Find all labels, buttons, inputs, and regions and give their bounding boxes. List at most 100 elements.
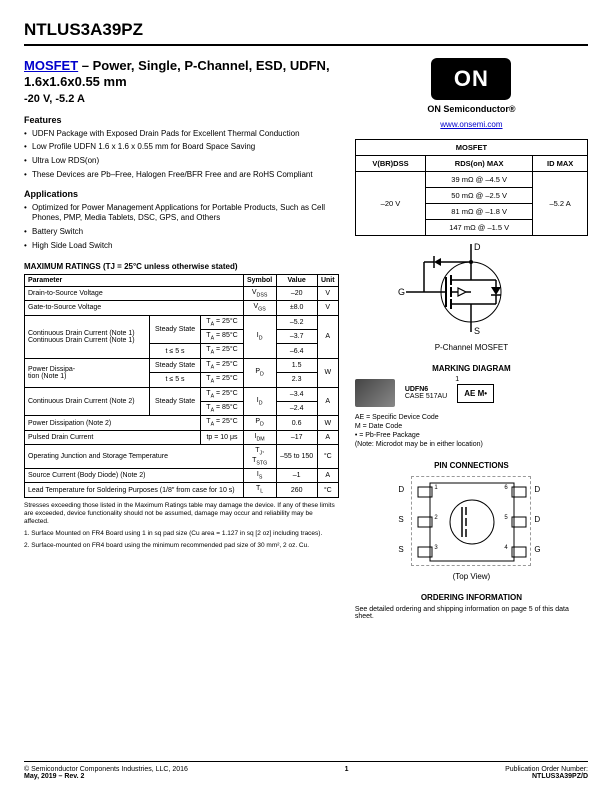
table-cell: Continuous Drain Current (Note 1)Continu…	[25, 315, 150, 358]
mosfet-schematic-icon: G D S	[396, 242, 546, 337]
table-cell: –20 V	[355, 172, 425, 236]
ordering-title: ORDERING INFORMATION	[355, 593, 588, 602]
features-header: Features	[24, 115, 339, 125]
left-column: MOSFET – Power, Single, P-Channel, ESD, …	[24, 58, 339, 620]
mosfet-header: ID MAX	[533, 156, 588, 172]
table-cell: A	[317, 387, 338, 416]
table-cell: TA = 25°C	[201, 315, 243, 329]
case-icon	[355, 379, 395, 407]
applications-list: Optimized for Power Management Applicati…	[24, 203, 339, 252]
marking-title: MARKING DIAGRAM	[355, 364, 588, 373]
table-cell: Gate-to-Source Voltage	[25, 301, 244, 315]
title: MOSFET – Power, Single, P-Channel, ESD, …	[24, 58, 339, 91]
table-cell: Pulsed Drain Current	[25, 430, 201, 444]
table-cell: ID	[243, 315, 276, 358]
table-cell: 260	[276, 483, 317, 497]
mosfet-header: V(BR)DSS	[355, 156, 425, 172]
svg-text:G: G	[398, 287, 405, 297]
table-cell: 0.6	[276, 416, 317, 430]
table-cell: Power Dissipation (Note 2)	[25, 416, 201, 430]
ratings-header-value: Value	[276, 274, 317, 286]
table-cell: ±8.0	[276, 301, 317, 315]
feature-item: Ultra Low RDS(on)	[24, 156, 339, 167]
table-cell: V	[317, 301, 338, 315]
mosfet-spec-table: MOSFET V(BR)DSS RDS(on) MAX ID MAX –20 V…	[355, 139, 588, 236]
table-cell: t ≤ 5 s	[149, 344, 201, 358]
table-cell: TA = 25°C	[201, 358, 243, 372]
table-cell: IS	[243, 468, 276, 482]
table-cell: Steady State	[149, 315, 201, 344]
table-cell: PD	[243, 416, 276, 430]
right-column: ON ON Semiconductor® www.onsemi.com MOSF…	[355, 58, 588, 620]
brand-name: ON Semiconductor®	[355, 104, 588, 114]
table-cell: –17	[276, 430, 317, 444]
table-cell: tp = 10 μs	[201, 430, 243, 444]
table-cell: W	[317, 358, 338, 387]
table-cell: A	[317, 315, 338, 358]
brand-url-link[interactable]: www.onsemi.com	[355, 120, 588, 129]
applications-header: Applications	[24, 189, 339, 199]
part-number: NTLUS3A39PZ	[24, 20, 588, 46]
subtitle: -20 V, -5.2 A	[24, 93, 339, 105]
marking-label: AE M•	[457, 384, 494, 403]
table-cell: TA = 25°C	[201, 344, 243, 358]
table-cell: Continuous Drain Current (Note 2)	[25, 387, 150, 416]
application-item: Optimized for Power Management Applicati…	[24, 203, 339, 225]
application-item: High Side Load Switch	[24, 241, 339, 252]
schematic-label: P-Channel MOSFET	[355, 343, 588, 352]
ordering-text: See detailed ordering and shipping infor…	[355, 606, 588, 620]
table-cell: Drain-to-Source Voltage	[25, 286, 244, 300]
table-cell: Power Dissipa-tion (Note 1)	[25, 358, 150, 387]
pin-connections-title: PIN CONNECTIONS	[355, 461, 588, 470]
table-cell: TJ,TSTG	[243, 445, 276, 469]
table-cell: VGS	[243, 301, 276, 315]
table-cell: °C	[317, 445, 338, 469]
mosfet-title: MOSFET	[355, 140, 587, 156]
table-cell: –20	[276, 286, 317, 300]
table-cell: °C	[317, 483, 338, 497]
table-cell: –3.7	[276, 330, 317, 344]
table-cell: 39 mΩ @ –4.5 V	[426, 172, 533, 188]
mosfet-link[interactable]: MOSFET	[24, 58, 78, 73]
table-cell: Operating Junction and Storage Temperatu…	[25, 445, 244, 469]
footer-left: © Semiconductor Components Industries, L…	[24, 766, 188, 780]
table-cell: A	[317, 468, 338, 482]
table-cell: TL	[243, 483, 276, 497]
svg-text:D: D	[474, 242, 481, 252]
svg-text:S: S	[474, 326, 480, 336]
table-cell: TA = 25°C	[201, 416, 243, 430]
table-cell: A	[317, 430, 338, 444]
table-cell: TA = 85°C	[201, 402, 243, 416]
table-cell: TA = 85°C	[201, 330, 243, 344]
table-cell: 50 mΩ @ –2.5 V	[426, 188, 533, 204]
mosfet-header: RDS(on) MAX	[426, 156, 533, 172]
table-cell: V	[317, 286, 338, 300]
footnote-2: 2. Surface-mounted on FR4 board using th…	[24, 542, 339, 550]
table-cell: –5.2 A	[533, 172, 588, 236]
table-cell: –1	[276, 468, 317, 482]
feature-item: UDFN Package with Exposed Drain Pads for…	[24, 129, 339, 140]
on-logo-icon: ON	[431, 58, 511, 100]
footer: © Semiconductor Components Industries, L…	[24, 761, 588, 780]
ratings-header-symbol: Symbol	[243, 274, 276, 286]
feature-item: These Devices are Pb–Free, Halogen Free/…	[24, 170, 339, 181]
footer-right: Publication Order Number: NTLUS3A39PZ/D	[505, 766, 588, 780]
table-cell: IDM	[243, 430, 276, 444]
case-text: UDFN6CASE 517AU	[405, 386, 447, 400]
features-list: UDFN Package with Exposed Drain Pads for…	[24, 129, 339, 181]
table-cell: 81 mΩ @ –1.8 V	[426, 204, 533, 220]
stress-note: Stresses exceeding those listed in the M…	[24, 502, 339, 526]
table-cell: Steady State	[149, 387, 201, 416]
footnote-1: 1. Surface Mounted on FR4 Board using 1 …	[24, 530, 339, 538]
feature-item: Low Profile UDFN 1.6 x 1.6 x 0.55 mm for…	[24, 142, 339, 153]
table-cell: –3.4	[276, 387, 317, 401]
table-cell: Steady State	[149, 358, 201, 372]
ratings-title: MAXIMUM RATINGS (TJ = 25°C unless otherw…	[24, 262, 339, 271]
table-cell: Source Current (Body Diode) (Note 2)	[25, 468, 244, 482]
table-cell: 1.5	[276, 358, 317, 372]
table-cell: VDSS	[243, 286, 276, 300]
table-cell: 2.3	[276, 373, 317, 387]
table-cell: TA = 25°C	[201, 387, 243, 401]
table-cell: t ≤ 5 s	[149, 373, 201, 387]
ratings-header-unit: Unit	[317, 274, 338, 286]
